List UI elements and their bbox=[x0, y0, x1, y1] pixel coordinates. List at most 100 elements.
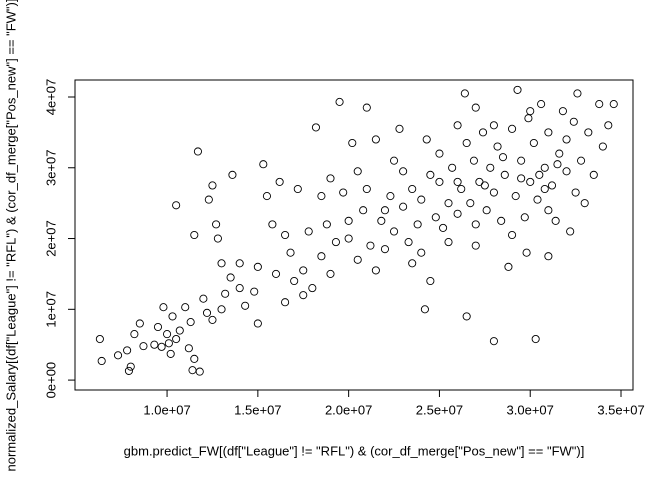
point bbox=[577, 156, 586, 165]
point bbox=[113, 351, 123, 360]
point bbox=[426, 170, 435, 179]
point bbox=[150, 340, 159, 349]
point bbox=[281, 230, 290, 240]
point bbox=[159, 303, 168, 312]
point bbox=[408, 184, 417, 194]
point bbox=[139, 342, 148, 351]
point bbox=[308, 284, 317, 293]
point bbox=[511, 192, 520, 201]
point bbox=[208, 315, 217, 324]
point bbox=[322, 220, 331, 229]
point bbox=[562, 135, 571, 144]
point bbox=[235, 284, 244, 293]
y-tick-label: 2e+07 bbox=[43, 220, 58, 257]
point bbox=[408, 259, 417, 268]
point bbox=[204, 195, 213, 204]
point bbox=[311, 123, 321, 132]
point bbox=[480, 181, 489, 190]
point bbox=[471, 241, 480, 250]
point bbox=[226, 273, 235, 282]
point bbox=[371, 266, 380, 275]
point bbox=[517, 174, 526, 183]
point bbox=[268, 220, 277, 229]
point bbox=[500, 170, 509, 179]
point bbox=[208, 181, 217, 190]
point bbox=[95, 334, 104, 344]
y-tick-label: 1e+07 bbox=[43, 291, 58, 328]
point bbox=[199, 294, 208, 303]
point bbox=[520, 213, 529, 222]
point bbox=[353, 255, 362, 264]
point bbox=[444, 199, 453, 208]
point bbox=[290, 276, 299, 286]
point bbox=[439, 223, 448, 232]
point bbox=[317, 192, 326, 201]
point bbox=[517, 156, 526, 165]
point bbox=[172, 334, 181, 344]
point bbox=[508, 124, 517, 133]
point bbox=[262, 192, 271, 201]
point bbox=[486, 163, 495, 172]
point bbox=[241, 301, 250, 310]
point bbox=[573, 89, 582, 98]
point bbox=[386, 192, 395, 201]
point bbox=[395, 124, 404, 133]
y-axis-label: normalized_Salary[(df["League"] != "RFL"… bbox=[3, 0, 18, 471]
point bbox=[135, 319, 144, 328]
point bbox=[275, 177, 284, 186]
point bbox=[417, 248, 426, 257]
point bbox=[504, 262, 513, 271]
point bbox=[558, 107, 567, 116]
point bbox=[399, 167, 408, 176]
point bbox=[221, 289, 230, 298]
point bbox=[460, 89, 469, 98]
point bbox=[522, 248, 531, 257]
point bbox=[544, 206, 553, 215]
y-tick-label: 3e+07 bbox=[43, 150, 58, 187]
point bbox=[335, 97, 344, 106]
point bbox=[547, 181, 557, 190]
point bbox=[544, 128, 553, 137]
point bbox=[435, 177, 444, 186]
point bbox=[344, 234, 353, 243]
plot-box bbox=[74, 79, 634, 391]
point bbox=[184, 344, 193, 353]
point bbox=[202, 308, 212, 317]
point bbox=[489, 188, 498, 197]
point bbox=[353, 167, 362, 176]
point bbox=[482, 206, 491, 215]
point bbox=[299, 291, 308, 300]
x-tick-label: 2.0e+07 bbox=[325, 402, 372, 417]
point bbox=[462, 312, 471, 321]
point bbox=[551, 216, 560, 225]
point bbox=[531, 334, 540, 344]
x-axis-label: gbm.predict_FW[(df["League"] != "RFL") &… bbox=[124, 443, 585, 458]
point bbox=[448, 163, 457, 172]
point bbox=[181, 303, 190, 312]
point bbox=[339, 188, 348, 197]
point bbox=[186, 318, 195, 327]
point bbox=[153, 322, 163, 332]
point bbox=[422, 135, 431, 144]
point bbox=[457, 184, 466, 194]
point bbox=[562, 167, 571, 176]
point bbox=[124, 366, 133, 375]
point bbox=[326, 174, 335, 183]
point bbox=[584, 128, 593, 137]
point bbox=[168, 312, 177, 321]
point bbox=[326, 269, 335, 278]
point bbox=[235, 259, 244, 268]
point bbox=[217, 259, 226, 268]
point bbox=[299, 266, 308, 275]
point bbox=[540, 184, 549, 194]
point bbox=[362, 103, 371, 112]
point bbox=[163, 330, 172, 339]
point bbox=[259, 160, 268, 169]
point bbox=[580, 199, 589, 208]
x-tick-label: 1.0e+07 bbox=[143, 402, 190, 417]
point bbox=[453, 177, 462, 186]
point bbox=[188, 366, 197, 375]
point bbox=[469, 156, 478, 165]
